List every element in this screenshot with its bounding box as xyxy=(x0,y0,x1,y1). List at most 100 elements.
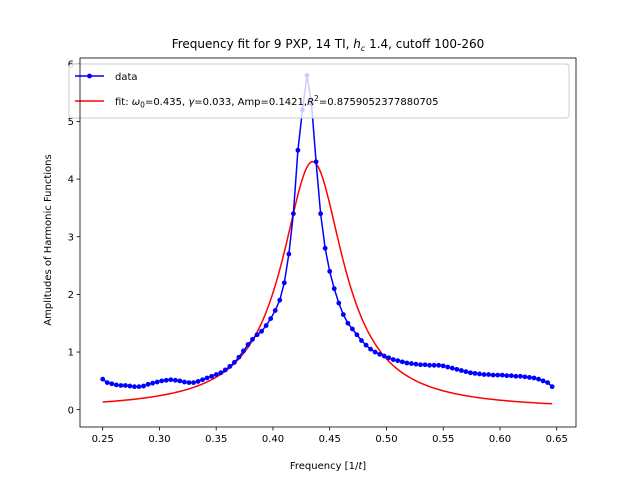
data-point xyxy=(222,367,228,373)
data-point xyxy=(186,380,192,385)
data-point xyxy=(354,332,360,338)
x-tick-label: 0.50 xyxy=(375,434,397,445)
x-axis: 0.25 0.30 0.35 0.40 0.45 0.50 0.55 0.60 0.65 xyxy=(92,427,568,445)
x-tick-label: 0.60 xyxy=(489,434,511,445)
x-tick-label: 0.65 xyxy=(546,434,568,445)
data-point xyxy=(195,379,201,384)
data-point xyxy=(395,358,401,364)
data-point xyxy=(109,381,115,387)
data-point xyxy=(527,375,532,380)
data-point xyxy=(431,362,437,368)
data-point xyxy=(295,147,301,153)
legend-fit-gamma: γ xyxy=(188,97,195,108)
data-point xyxy=(290,211,296,217)
y-axis-label: Amplitudes of Harmonic Functions xyxy=(43,154,54,325)
data-point xyxy=(409,361,414,366)
data-point xyxy=(413,361,419,367)
data-point xyxy=(127,383,133,389)
data-point xyxy=(259,328,264,334)
data-point xyxy=(236,354,242,360)
data-point xyxy=(281,280,287,286)
data-point xyxy=(145,381,151,387)
data-point xyxy=(123,383,128,388)
legend-fit-label: fit: ω0=0.435, γ=0.033, Amp=0.1421,R2=0.… xyxy=(115,94,439,110)
x-axis-label-after: ] xyxy=(362,461,366,472)
data-point xyxy=(481,372,487,377)
y-tick-label: 5 xyxy=(68,117,74,128)
legend-fit-r: R xyxy=(307,97,314,108)
data-point xyxy=(268,316,274,322)
chart-title-before: Frequency fit for 9 PXP, 14 TI, xyxy=(172,37,354,51)
legend-fit-part-3: =0.435, xyxy=(145,97,188,108)
data-point xyxy=(277,297,283,303)
legend-fit-part-0: fit: xyxy=(115,97,132,108)
data-point xyxy=(499,372,505,378)
data-point xyxy=(440,363,446,369)
y-tick-label: 1 xyxy=(68,348,74,359)
data-point xyxy=(209,373,215,379)
data-point xyxy=(327,268,333,274)
data-point xyxy=(272,308,278,313)
data-point xyxy=(508,373,514,379)
legend-data-label: data xyxy=(115,72,138,83)
data-point xyxy=(477,371,482,377)
x-tick-label: 0.25 xyxy=(92,434,114,445)
axes-frame xyxy=(79,57,577,428)
data-point xyxy=(245,342,251,347)
data-point xyxy=(495,372,501,378)
data-point xyxy=(250,336,255,342)
data-point xyxy=(241,348,246,354)
data-point xyxy=(445,364,451,370)
legend-box xyxy=(68,63,570,119)
data-point xyxy=(381,353,387,359)
data-point xyxy=(286,251,292,257)
data-point xyxy=(418,362,423,368)
data-point xyxy=(213,372,219,377)
data-point xyxy=(540,378,546,384)
x-axis-label-var: t xyxy=(358,461,363,472)
legend-fit-omega-sub: 0 xyxy=(140,101,145,110)
chart-title-sub: c xyxy=(361,44,366,53)
data-point xyxy=(254,332,260,338)
data-point xyxy=(422,362,428,368)
data-point xyxy=(154,379,160,385)
legend: data fit: ω0=0.435, γ=0.033, Amp=0.1421,… xyxy=(68,63,570,119)
data-point xyxy=(218,370,224,376)
data-point xyxy=(104,380,110,385)
data-point xyxy=(313,159,319,165)
y-tick-label: 4 xyxy=(68,175,74,186)
x-axis-label-before: Frequency [1/ xyxy=(290,461,359,472)
data-point xyxy=(377,351,383,357)
data-point xyxy=(191,380,196,385)
data-point xyxy=(463,369,469,375)
data-point xyxy=(404,360,410,366)
data-point xyxy=(136,384,142,390)
y-tick-label: 2 xyxy=(68,290,74,301)
data-point xyxy=(545,380,551,385)
data-point xyxy=(182,379,187,385)
data-point xyxy=(322,245,328,251)
data-point xyxy=(172,377,178,383)
data-point xyxy=(504,373,510,379)
data-point xyxy=(345,320,351,326)
data-point xyxy=(390,357,396,362)
data-point xyxy=(549,384,555,390)
chart-title-h: h xyxy=(353,37,361,51)
x-axis-label: Frequency [1/t] xyxy=(290,461,366,472)
data-point xyxy=(522,374,528,380)
data-point xyxy=(100,376,106,382)
data-point xyxy=(472,370,478,376)
data-point xyxy=(159,378,165,384)
legend-fit-omega: ω xyxy=(132,97,140,108)
x-tick-label: 0.35 xyxy=(205,434,227,445)
data-point xyxy=(231,360,237,365)
legend-fit-part-5: =0.033, Amp=0.1421, xyxy=(194,97,307,108)
data-point xyxy=(468,370,473,376)
data-point xyxy=(318,211,324,217)
data-point xyxy=(177,378,183,384)
x-tick-label: 0.40 xyxy=(262,434,284,445)
data-point xyxy=(368,346,373,352)
data-point xyxy=(513,373,519,379)
data-point xyxy=(113,382,119,388)
